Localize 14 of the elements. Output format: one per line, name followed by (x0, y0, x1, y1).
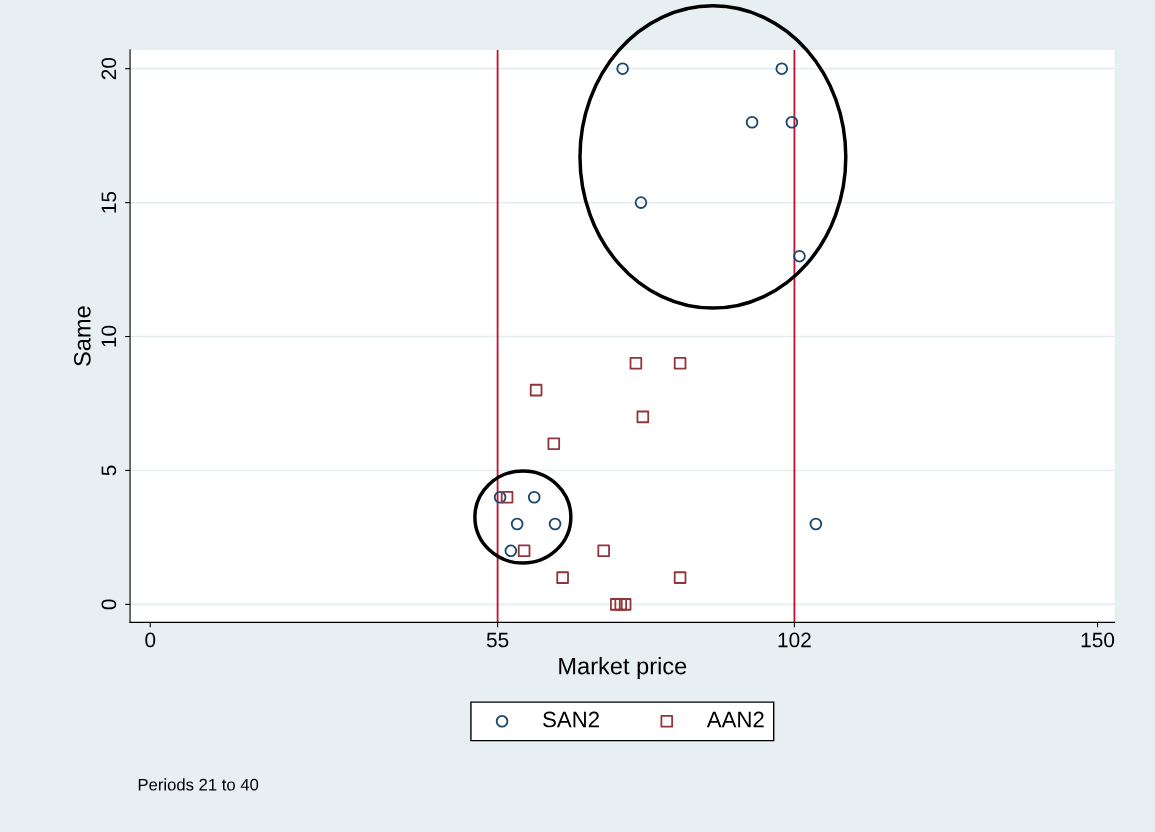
text: Periods 21 to 40 (138, 778, 259, 791)
x-tick-label: 150 (1081, 632, 1115, 648)
legend-label: AAN2 (706, 711, 764, 728)
x-axis-title: Market price (559, 657, 687, 680)
y-tick-label: 10 (101, 325, 117, 347)
x-tick-label: 0 (145, 632, 156, 648)
x-tick-label: 55 (486, 632, 509, 648)
y-tick-label: 20 (101, 57, 117, 80)
y-axis-title: Same (73, 306, 91, 366)
x-tick-label: 102 (778, 632, 811, 648)
y-tick-label: 5 (101, 465, 117, 476)
y-tick-label: 15 (101, 191, 117, 213)
y-tick-label: 0 (101, 599, 117, 610)
legend-label: SAN2 (543, 711, 599, 728)
